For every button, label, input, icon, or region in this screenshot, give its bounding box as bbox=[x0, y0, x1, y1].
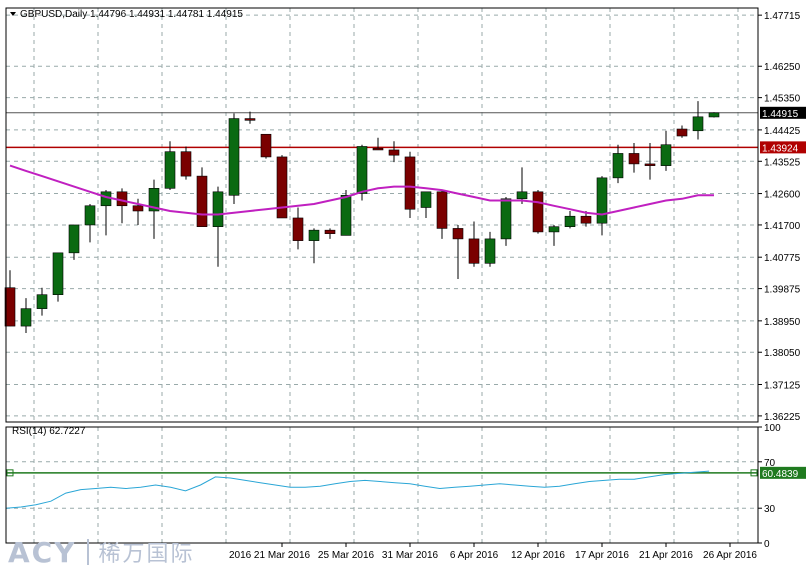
resistance-price-box bbox=[760, 141, 806, 154]
y-tick-label: 1.37125 bbox=[764, 381, 801, 392]
current-price-box bbox=[760, 106, 806, 119]
candle-bull bbox=[500, 198, 512, 240]
candle-bull bbox=[564, 215, 576, 227]
price-lines bbox=[6, 112, 758, 477]
candle-bull bbox=[484, 238, 496, 264]
logo-acy: ACY bbox=[8, 535, 77, 569]
candle-bear bbox=[4, 287, 16, 327]
candle-bear bbox=[452, 228, 464, 240]
candle-bull bbox=[36, 294, 48, 309]
rsi-label: RSI(14) 62.7227 bbox=[12, 426, 86, 437]
candle-bull bbox=[68, 224, 80, 254]
candle-bear bbox=[260, 133, 272, 158]
rsi-level-handle-right bbox=[750, 469, 758, 477]
candle-bull bbox=[356, 146, 368, 194]
candle-bear bbox=[132, 205, 144, 212]
candle-bear bbox=[580, 215, 592, 224]
candle-bear bbox=[404, 156, 416, 210]
moving-average bbox=[9, 164, 714, 216]
candle-bull bbox=[692, 116, 704, 132]
candle-bear bbox=[388, 149, 400, 156]
y-tick-label: 1.47715 bbox=[764, 11, 801, 22]
y-tick-label: 1.44425 bbox=[764, 126, 801, 137]
ma-line bbox=[9, 164, 714, 216]
candle-bear bbox=[532, 191, 544, 233]
x-tick-label-partial: 2016 bbox=[229, 550, 252, 561]
candle-bull bbox=[212, 191, 224, 227]
rsi-tick-label: 70 bbox=[764, 458, 776, 469]
y-tick-label: 1.36225 bbox=[764, 412, 801, 423]
candle-bull bbox=[708, 112, 720, 118]
candle-bull bbox=[612, 153, 624, 179]
labels: 1.47715 1.46250 1.45350 1.44425 1.43525 1.426… bbox=[10, 9, 806, 561]
y-tick-label: 1.42600 bbox=[764, 190, 801, 201]
x-tick-label: 25 Mar 2016 bbox=[318, 550, 375, 561]
x-tick-label: 17 Apr 2016 bbox=[575, 550, 629, 561]
rsi-plot-frame bbox=[5, 426, 759, 544]
x-tick-label: 21 Apr 2016 bbox=[639, 550, 693, 561]
candle-bear bbox=[628, 153, 640, 165]
candle-bull bbox=[308, 229, 320, 241]
candle-bear bbox=[196, 175, 208, 227]
candle-bear bbox=[676, 128, 688, 137]
brand-logo: ACY 稀万国际 bbox=[8, 532, 195, 572]
candle-bull bbox=[228, 118, 240, 196]
candle-bear bbox=[644, 163, 656, 166]
rsi-level-label: 60.4839 bbox=[762, 469, 799, 480]
current-price-label: 1.44915 bbox=[762, 109, 799, 120]
y-tick-label: 1.38950 bbox=[764, 317, 801, 328]
candle-bull bbox=[20, 308, 32, 327]
candle-bull bbox=[164, 151, 176, 189]
candle-bull bbox=[52, 252, 64, 295]
resistance-price-label: 1.43924 bbox=[762, 143, 799, 154]
rsi-level-handle-left bbox=[6, 469, 14, 477]
candle-bull bbox=[660, 144, 672, 166]
y-tick-label: 1.39875 bbox=[764, 285, 801, 296]
grid bbox=[6, 8, 758, 543]
candle-bear bbox=[244, 118, 256, 121]
rsi-tick-label: 30 bbox=[764, 504, 776, 515]
symbol-header: GBPUSD,Daily 1.44796 1.44931 1.44781 1.4… bbox=[20, 9, 243, 20]
y-tick-label: 1.45350 bbox=[764, 94, 801, 105]
logo-chinese: 稀万国际 bbox=[98, 542, 195, 567]
candle-bull bbox=[148, 188, 160, 212]
y-tick-label: 1.40775 bbox=[764, 253, 801, 264]
x-tick-label: 12 Apr 2016 bbox=[511, 550, 565, 561]
x-tick-label: 6 Apr 2016 bbox=[450, 550, 499, 561]
logo-separator bbox=[86, 539, 89, 565]
candle-bear bbox=[276, 156, 288, 219]
rsi-tick-label: 100 bbox=[764, 423, 781, 434]
candle-bull bbox=[596, 177, 608, 224]
price-plot-frame bbox=[5, 7, 759, 423]
y-tick-label: 1.46250 bbox=[764, 62, 801, 73]
candle-bear bbox=[436, 191, 448, 229]
rsi-panel bbox=[5, 470, 710, 509]
candle-bear bbox=[292, 217, 304, 241]
candle-bear bbox=[180, 151, 192, 177]
candle-bear bbox=[372, 147, 384, 151]
dropdown-arrow-icon bbox=[10, 12, 16, 16]
rsi-level-box bbox=[760, 466, 806, 479]
y-tick-label: 1.41700 bbox=[764, 221, 801, 232]
candle-bull bbox=[516, 191, 528, 200]
rsi-tick-label: 0 bbox=[764, 539, 770, 550]
candles bbox=[4, 101, 720, 334]
candle-bull bbox=[548, 226, 560, 233]
x-tick-label: 26 Apr 2016 bbox=[703, 550, 757, 561]
candle-bear bbox=[468, 238, 480, 264]
axes bbox=[5, 7, 762, 547]
candle-bull bbox=[340, 194, 352, 236]
candle-bull bbox=[84, 205, 96, 226]
rsi-line bbox=[5, 470, 710, 509]
y-tick-label: 1.38050 bbox=[764, 348, 801, 359]
candle-bear bbox=[324, 229, 336, 234]
x-tick-label: 31 Mar 2016 bbox=[382, 550, 439, 561]
candle-bull bbox=[420, 191, 432, 208]
x-tick-label: 21 Mar 2016 bbox=[254, 550, 311, 561]
y-tick-label: 1.43525 bbox=[764, 157, 801, 168]
